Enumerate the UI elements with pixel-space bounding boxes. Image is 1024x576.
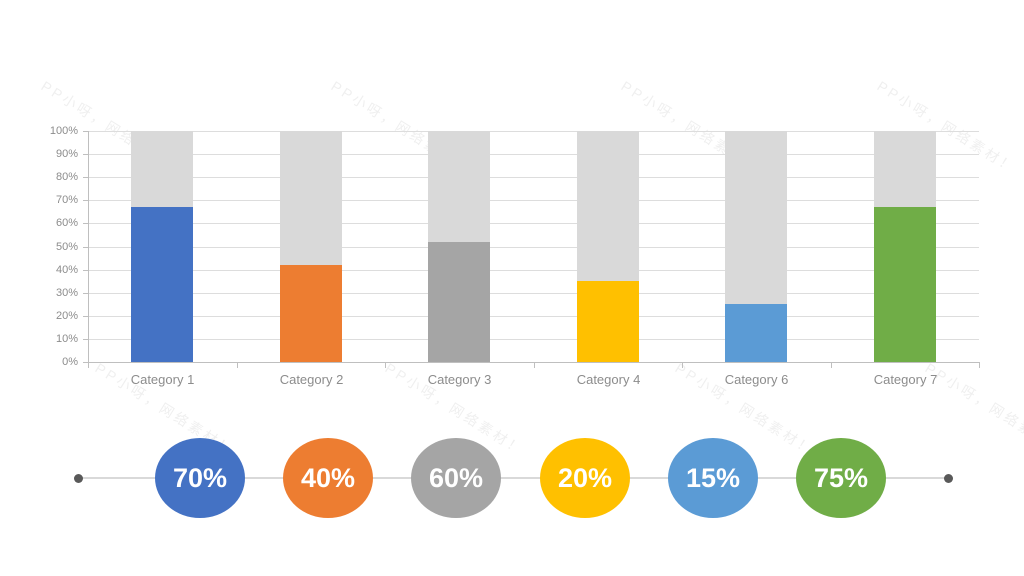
x-category-label: Category 4 bbox=[576, 372, 641, 387]
gridline bbox=[88, 223, 979, 224]
y-axis-tick bbox=[83, 362, 88, 363]
y-tick-label: 40% bbox=[55, 264, 78, 276]
gridline bbox=[88, 247, 979, 248]
x-axis-tick bbox=[237, 362, 238, 368]
connector-end-dot bbox=[944, 474, 953, 483]
x-category-label: Category 2 bbox=[279, 372, 344, 387]
y-tick-label: 20% bbox=[55, 310, 78, 322]
percentage-badge: 70% bbox=[155, 438, 245, 518]
x-axis-tick bbox=[534, 362, 535, 368]
bar-fill bbox=[874, 207, 936, 362]
bar-fill bbox=[725, 304, 787, 362]
y-tick-label: 80% bbox=[55, 171, 78, 183]
y-tick-label: 60% bbox=[55, 217, 78, 229]
gridline bbox=[88, 177, 979, 178]
gridline bbox=[88, 131, 979, 132]
y-axis-tick bbox=[83, 177, 88, 178]
y-tick-label: 90% bbox=[55, 148, 78, 160]
percentage-badge: 15% bbox=[668, 438, 758, 518]
gridline bbox=[88, 270, 979, 271]
y-tick-label: 30% bbox=[55, 287, 78, 299]
x-axis-tick bbox=[831, 362, 832, 368]
y-tick-label: 10% bbox=[55, 333, 78, 345]
percentage-badge: 75% bbox=[796, 438, 886, 518]
x-category-label: Category 6 bbox=[724, 372, 789, 387]
y-axis-tick bbox=[83, 293, 88, 294]
x-category-label: Category 1 bbox=[130, 372, 195, 387]
gridline bbox=[88, 200, 979, 201]
y-tick-label: 50% bbox=[55, 241, 78, 253]
bar-fill bbox=[577, 281, 639, 362]
percentage-badge: 60% bbox=[411, 438, 501, 518]
percentage-badge: 20% bbox=[540, 438, 630, 518]
x-axis-tick bbox=[979, 362, 980, 368]
y-axis-tick bbox=[83, 339, 88, 340]
bar-fill bbox=[428, 242, 490, 362]
gridline bbox=[88, 293, 979, 294]
y-axis-tick bbox=[83, 154, 88, 155]
y-tick-label: 0% bbox=[62, 356, 78, 368]
y-tick-label: 70% bbox=[55, 194, 78, 206]
y-axis-line bbox=[88, 131, 89, 363]
x-category-label: Category 3 bbox=[427, 372, 492, 387]
x-axis-line bbox=[88, 362, 979, 363]
y-axis-tick bbox=[83, 247, 88, 248]
x-axis-tick bbox=[385, 362, 386, 368]
y-tick-label: 100% bbox=[49, 125, 78, 137]
x-axis-tick bbox=[682, 362, 683, 368]
gridline bbox=[88, 316, 979, 317]
y-axis-tick bbox=[83, 200, 88, 201]
y-axis-tick bbox=[83, 316, 88, 317]
connector-end-dot bbox=[74, 474, 83, 483]
x-category-label: Category 7 bbox=[873, 372, 938, 387]
badge-connector-line bbox=[78, 477, 948, 479]
percentage-badge: 40% bbox=[283, 438, 373, 518]
bar-fill bbox=[131, 207, 193, 362]
gridline bbox=[88, 339, 979, 340]
gridline bbox=[88, 154, 979, 155]
y-axis-tick bbox=[83, 223, 88, 224]
y-axis-tick bbox=[83, 131, 88, 132]
x-axis-tick bbox=[88, 362, 89, 368]
y-axis-tick bbox=[83, 270, 88, 271]
bar-fill bbox=[280, 265, 342, 362]
